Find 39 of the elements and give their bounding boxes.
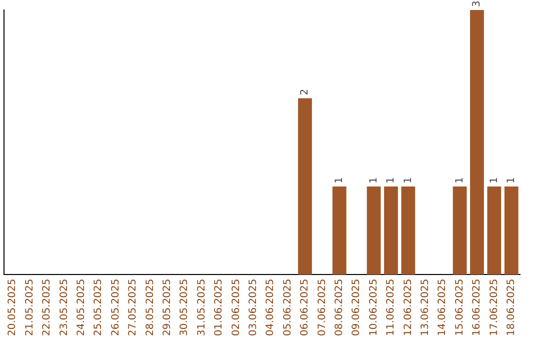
x-tick-label: 01.06.2025 (214, 278, 225, 336)
x-tick-label: 14.06.2025 (437, 278, 448, 336)
data-label: 2 (300, 88, 311, 96)
x-tick-label: 27.05.2025 (128, 278, 139, 336)
x-tick-label: 31.05.2025 (196, 278, 208, 336)
x-tick-label: 29.05.2025 (162, 278, 173, 336)
data-label: 1 (386, 177, 397, 184)
x-tick-label: 23.05.2025 (58, 278, 70, 336)
x-tick-label: 20.05.2025 (7, 278, 18, 336)
data-label: 1 (402, 177, 414, 184)
x-tick-label: 26.05.2025 (110, 278, 122, 336)
data-label: 1 (368, 177, 380, 184)
x-tick-label: 06.06.2025 (300, 278, 311, 336)
x-tick-label: 12.06.2025 (402, 278, 414, 336)
x-tick-label: 17.06.2025 (488, 278, 500, 336)
x-tick-label: 30.05.2025 (179, 278, 190, 336)
x-tick-label: 08.06.2025 (334, 278, 345, 336)
x-tick-label: 07.06.2025 (316, 278, 328, 336)
x-tick-label: 22.05.2025 (42, 278, 53, 336)
x-tick-label: 04.06.2025 (265, 278, 276, 336)
x-tick-label: 16.06.2025 (472, 278, 483, 336)
x-tick-label: 05.06.2025 (282, 278, 294, 336)
x-tick-label: 09.06.2025 (351, 278, 362, 336)
x-tick-label: 28.05.2025 (144, 278, 156, 336)
data-label: 1 (488, 177, 500, 184)
data-label: 1 (506, 177, 517, 184)
x-tick-label: 18.06.2025 (506, 278, 517, 336)
x-tick-label: 15.06.2025 (454, 278, 466, 336)
data-label: 1 (334, 177, 345, 184)
x-tick-label: 24.05.2025 (76, 278, 87, 336)
x-tick-label: 21.05.2025 (24, 278, 36, 336)
x-tick-label: 03.06.2025 (248, 278, 259, 336)
x-tick-label: 02.06.2025 (230, 278, 242, 336)
x-tick-label: 25.05.2025 (93, 278, 104, 336)
x-tick-label: 13.06.2025 (420, 278, 431, 336)
x-tick-label: 11.06.2025 (386, 278, 397, 336)
x-tick-label: 10.06.2025 (368, 278, 380, 336)
data-label: 1 (454, 177, 466, 184)
data-label: 3 (472, 0, 483, 7)
